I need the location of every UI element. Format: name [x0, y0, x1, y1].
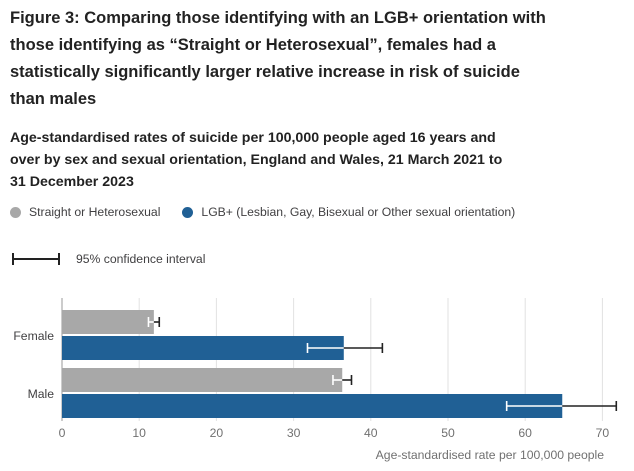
bar-female-straight: [62, 310, 154, 334]
x-tick-label-10: 10: [132, 426, 146, 440]
figure-subtitle: Age-standardised rates of suicide per 10…: [10, 130, 503, 190]
legend-swatch-straight: [10, 206, 21, 218]
x-axis-title: Age-standardised rate per 100,000 people: [376, 448, 605, 462]
legend-item-lgb: LGB+ (Lesbian, Gay, Bisexual or Other se…: [182, 205, 515, 219]
x-tick-label-20: 20: [210, 426, 224, 440]
figure-title: Figure 3: Comparing those identifying wi…: [10, 9, 546, 108]
x-tick-label-30: 30: [287, 426, 301, 440]
category-label-male: Male: [28, 387, 55, 401]
legend-swatch-lgb: [182, 206, 194, 218]
legend-label-lgb: LGB+ (Lesbian, Gay, Bisexual or Other se…: [201, 205, 516, 219]
x-tick-label-70: 70: [596, 426, 610, 440]
legend-item-straight: Straight or Heterosexual: [10, 205, 160, 219]
x-tick-label-60: 60: [518, 426, 532, 440]
bar-male-straight: [62, 368, 343, 392]
x-tick-label-50: 50: [441, 426, 455, 440]
confidence-interval-label: 95% confidence interval: [76, 252, 206, 266]
confidence-interval-legend: 95% confidence interval: [12, 252, 205, 266]
legend-label-straight: Straight or Heterosexual: [29, 205, 161, 219]
confidence-interval-icon: [12, 253, 60, 265]
bar-female-lgb: [62, 336, 344, 360]
bar-chart: 0 10 20 30 40 50 60 70 Female Male Age-standardise…: [13, 298, 618, 462]
x-tick-label-0: 0: [59, 426, 66, 440]
category-label-female: Female: [13, 329, 54, 343]
bar-male-lgb: [62, 394, 563, 418]
x-tick-label-40: 40: [364, 426, 378, 440]
series-legend: Straight or Heterosexual LGB+ (Lesbian, …: [10, 205, 537, 219]
